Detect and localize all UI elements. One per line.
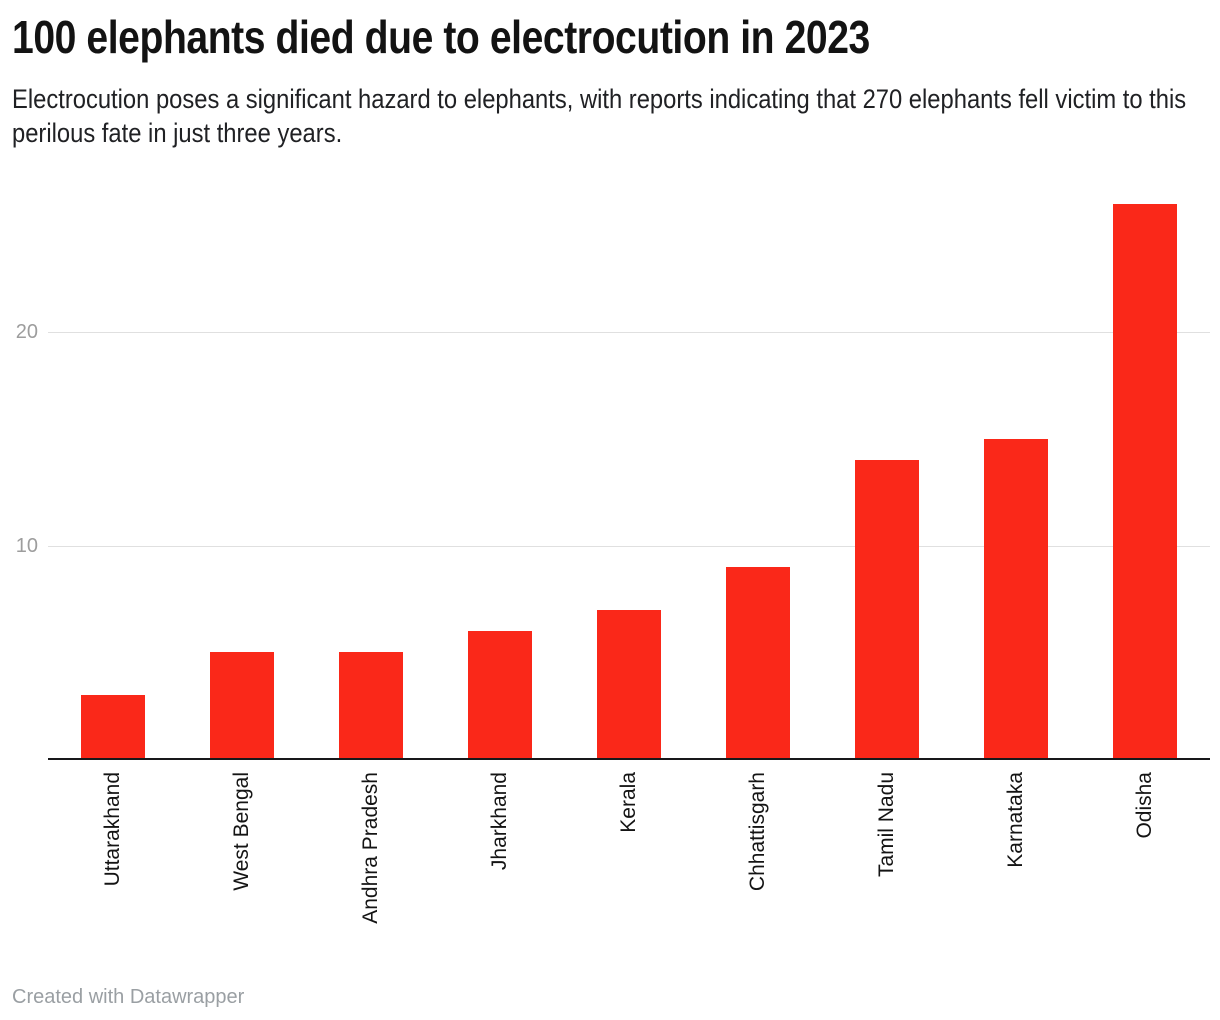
x-axis-line: [48, 758, 1210, 760]
x-axis-label-west-bengal: West Bengal: [229, 772, 253, 891]
x-axis-label-uttarakhand: Uttarakhand: [100, 772, 124, 887]
bar-jharkhand[interactable]: [467, 630, 532, 759]
x-axis-label-chhattisgarh: Chhattisgarh: [746, 772, 770, 892]
chart-title: 100 elephants died due to electrocution …: [12, 11, 870, 63]
x-axis-label-odisha: Odisha: [1133, 772, 1157, 839]
bar-west-bengal[interactable]: [209, 652, 274, 759]
bar-tamil-nadu[interactable]: [855, 460, 920, 759]
x-axis-label-tamil-nadu: Tamil Nadu: [875, 772, 899, 878]
y-axis-tick-label-10: 10: [15, 534, 38, 557]
x-axis-label-andhra-pradesh: Andhra Pradesh: [358, 772, 382, 924]
gridline-y-10: [48, 545, 1210, 547]
datawrapper-attribution-link[interactable]: Created with Datawrapper: [12, 986, 245, 1008]
chart-subtitle: Electrocution poses a significant hazard…: [12, 84, 1187, 148]
bar-karnataka[interactable]: [984, 438, 1049, 759]
bar-odisha[interactable]: [1113, 204, 1178, 759]
bar-andhra-pradesh[interactable]: [338, 652, 403, 759]
x-axis-label-karnataka: Karnataka: [1004, 772, 1028, 868]
x-axis-label-jharkhand: Jharkhand: [487, 772, 511, 871]
gridline-y-20: [48, 332, 1210, 334]
bar-uttarakhand[interactable]: [80, 694, 145, 759]
bar-chhattisgarh[interactable]: [726, 566, 791, 759]
x-axis-label-kerala: Kerala: [617, 772, 640, 833]
bar-kerala[interactable]: [597, 609, 661, 759]
y-axis-tick-label-20: 20: [15, 321, 38, 344]
